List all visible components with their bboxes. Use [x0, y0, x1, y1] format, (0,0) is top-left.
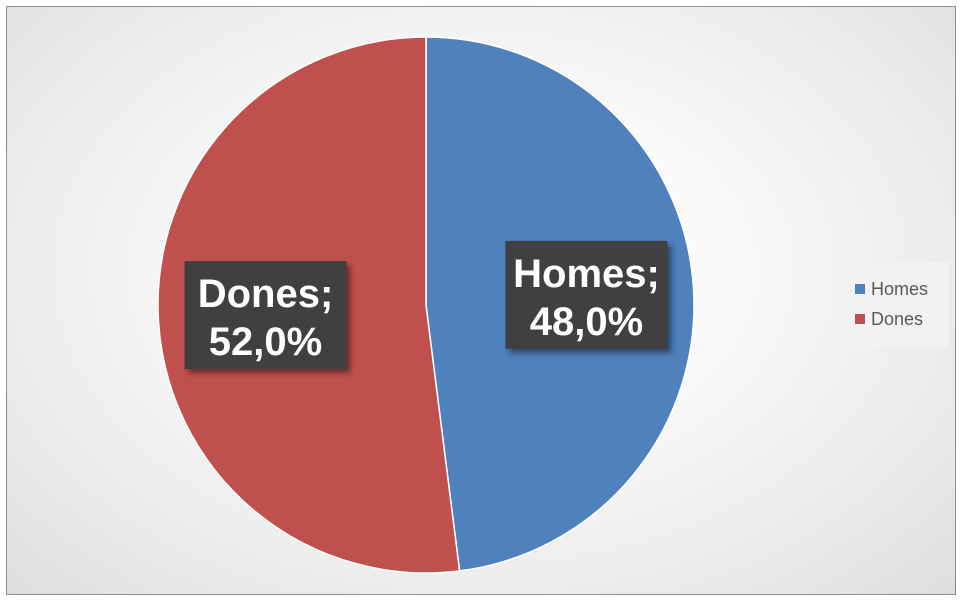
legend-item-homes: Homes — [841, 274, 949, 304]
legend-label-homes: Homes — [871, 278, 929, 299]
legend-label-dones: Dones — [871, 308, 924, 329]
data-label-text-homes: Homes; 48,0% — [513, 252, 660, 344]
pie-chart: Homes; 48,0% Dones; 52,0% — [157, 36, 695, 574]
chart-legend: Homes Dones — [841, 262, 949, 348]
data-label-dones: Dones; 52,0% — [184, 261, 347, 370]
legend-swatch-dones — [855, 314, 865, 324]
legend-swatch-homes — [855, 284, 865, 294]
chart-area: Homes; 48,0% Dones; 52,0% Homes Dones — [6, 6, 956, 595]
data-label-text-dones: Dones; 52,0% — [198, 272, 334, 364]
data-label-homes: Homes; 48,0% — [505, 240, 668, 349]
legend-item-dones: Dones — [841, 304, 949, 334]
data-label-box-homes — [505, 240, 668, 349]
data-label-box-dones — [184, 261, 347, 370]
